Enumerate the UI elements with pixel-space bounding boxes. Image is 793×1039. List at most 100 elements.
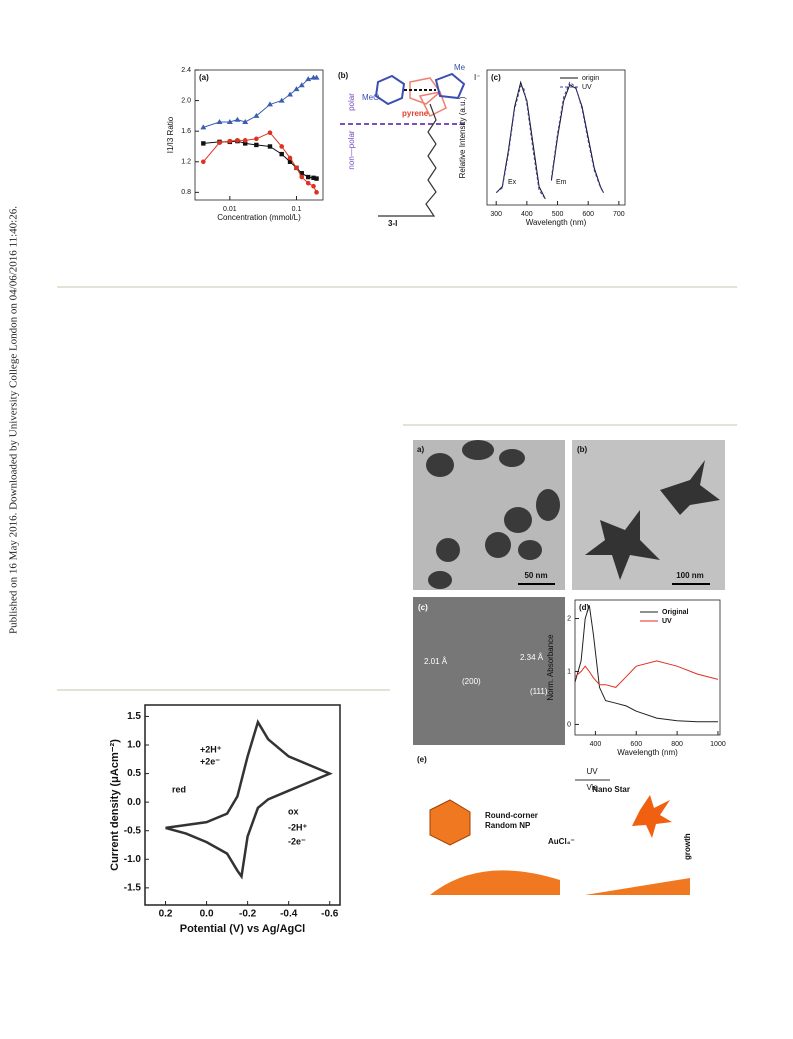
panel-label: a) [417,445,424,454]
plot-frame [486,69,626,206]
x-tick-label: 700 [613,211,625,218]
marker [305,76,312,82]
panel-label: (c) [418,603,428,612]
y-tick-label: 1.0 [127,740,141,751]
label: I⁻ [474,73,480,82]
label: Nano Star [592,785,630,794]
marker [234,116,241,122]
marker [201,141,206,146]
y-tick-label: -0.5 [124,825,142,836]
x-tick-label: -0.6 [321,909,339,920]
marker [235,138,240,143]
surface [430,870,560,895]
marker [305,180,311,186]
y-tick-label: 0 [567,721,571,728]
marker [279,151,284,157]
y-tick-label: 0.0 [127,797,141,808]
marker [227,138,233,144]
x-tick-label: -0.4 [280,909,298,920]
data-line [165,719,333,880]
y-tick-label: 2.0 [181,97,191,104]
side-note: Published on 16 May 2016. Downloaded by … [8,206,20,634]
marker [254,142,259,148]
annotation: ox [288,806,299,816]
marker [279,144,284,149]
label: Vis [587,783,598,792]
marker [242,119,249,124]
y-axis-label: Current density (μAcm⁻²) [109,739,121,871]
y-tick-label: 2.4 [181,67,191,74]
x-tick-label: 300 [490,211,502,218]
marker [254,136,259,142]
panel-label: (b) [338,71,349,80]
alkyl-chain [378,103,437,217]
label: AuCl₄⁻ [548,837,575,846]
scale-label: 100 nm [676,571,704,580]
x-tick-label: 800 [671,741,683,748]
nanoparticle [429,799,471,846]
panel-label: (b) [577,445,588,454]
marker [299,171,304,176]
y-tick-label: -1.5 [124,882,142,893]
annotation: -2H⁺ [288,822,308,832]
y-tick-label: 1 [567,668,571,675]
structure-b: (b) MeO Me I⁻ pyrene polar non—polar 3-I [338,63,480,228]
label: Round-corner [485,811,538,820]
y-tick-label: 0.8 [181,189,191,196]
label: polar [347,93,356,111]
label: (111) [530,687,548,696]
particles [426,440,560,589]
label: 3-I [388,219,397,228]
panel-label: (d) [579,603,590,612]
scheme-e: (e) Round-corner Random NP UV Vis Nano S… [417,755,692,895]
y-tick-label: 1.2 [181,159,191,166]
plot-frame [144,704,341,906]
label: (200) [462,677,481,686]
legend-label: Original [662,609,689,616]
marker [294,165,299,171]
label: UV [586,767,598,776]
x-tick-label: 500 [552,211,564,218]
ring [409,77,442,105]
panel-label: (a) [199,73,209,82]
y-axis-label: I1/I3 Ratio [166,116,175,153]
scale-label: 50 nm [524,571,547,580]
ring [418,91,447,118]
y-tick-label: 1.5 [127,711,141,722]
surface [585,878,690,895]
panel-label: (c) [491,73,501,82]
marker [293,86,300,92]
marker [306,174,311,180]
x-tick-label: 600 [582,211,594,218]
data-line [574,605,718,723]
x-axis-label: Potential (V) vs Ag/AgCl [180,923,306,935]
marker [226,119,233,124]
label: pyrene [402,109,429,118]
label: 2.01 Å [424,657,448,666]
marker [201,159,206,165]
y-tick-label: 0.5 [127,768,141,779]
y-tick-label: -1.0 [124,854,142,865]
marker [298,82,305,88]
nanostar [632,795,672,838]
label: 2.34 Å [520,653,544,662]
data-line [203,77,317,128]
x-tick-label: -0.2 [239,909,257,920]
x-axis-label: Concentration (mmol/L) [217,213,301,222]
x-tick-label: 0.01 [223,206,237,213]
y-axis-label: Norm. Absorbance [546,634,555,701]
annotation: +2e⁻ [200,756,220,766]
marker [243,141,248,146]
marker [216,119,223,124]
data-line [574,660,719,688]
x-tick-label: 1000 [710,741,726,748]
annotation: Em [556,179,567,186]
marker [200,124,207,130]
marker [311,175,316,181]
x-tick-label: 400 [590,741,602,748]
label: Random NP [485,821,531,830]
marker [287,159,293,164]
legend-label: UV [582,84,592,91]
star [585,510,660,580]
micrographs: 50 nm a) 100 nm (b) (c) 2.01 Å (200) 2.3… [413,440,725,745]
